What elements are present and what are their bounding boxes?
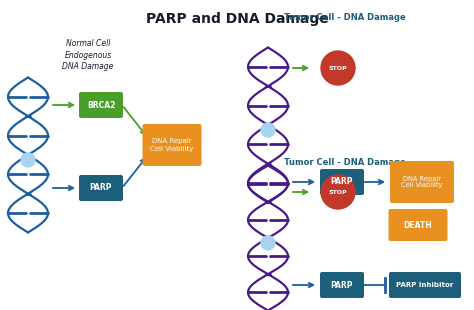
Circle shape: [261, 123, 275, 137]
Circle shape: [321, 175, 355, 209]
Text: Tumor Cell - DNA Damage: Tumor Cell - DNA Damage: [284, 13, 406, 22]
FancyBboxPatch shape: [389, 209, 447, 241]
Text: Normal Cell
Endogenous
DNA Damage: Normal Cell Endogenous DNA Damage: [62, 39, 114, 71]
Text: PARP Inhibitor: PARP Inhibitor: [396, 282, 454, 288]
Text: PARP and DNA Damage: PARP and DNA Damage: [146, 12, 328, 26]
FancyBboxPatch shape: [390, 161, 454, 203]
Text: PARP: PARP: [331, 178, 353, 187]
Circle shape: [261, 236, 275, 250]
FancyBboxPatch shape: [389, 272, 461, 298]
FancyBboxPatch shape: [320, 272, 364, 298]
Circle shape: [21, 153, 35, 167]
Text: PARP: PARP: [331, 281, 353, 290]
Text: DNA Repair
Cell Viability: DNA Repair Cell Viability: [401, 175, 443, 188]
Text: DNA Repair
Cell Viability: DNA Repair Cell Viability: [150, 139, 194, 152]
Text: STOP: STOP: [328, 189, 347, 194]
FancyBboxPatch shape: [143, 124, 201, 166]
FancyBboxPatch shape: [79, 92, 123, 118]
Text: Tumor Cell - DNA Damage: Tumor Cell - DNA Damage: [284, 158, 406, 167]
Text: BRCA2: BRCA2: [87, 100, 115, 109]
Text: PARP: PARP: [90, 184, 112, 193]
Circle shape: [321, 51, 355, 85]
Text: STOP: STOP: [328, 65, 347, 70]
Text: DEATH: DEATH: [404, 220, 432, 229]
FancyBboxPatch shape: [79, 175, 123, 201]
FancyBboxPatch shape: [320, 169, 364, 195]
